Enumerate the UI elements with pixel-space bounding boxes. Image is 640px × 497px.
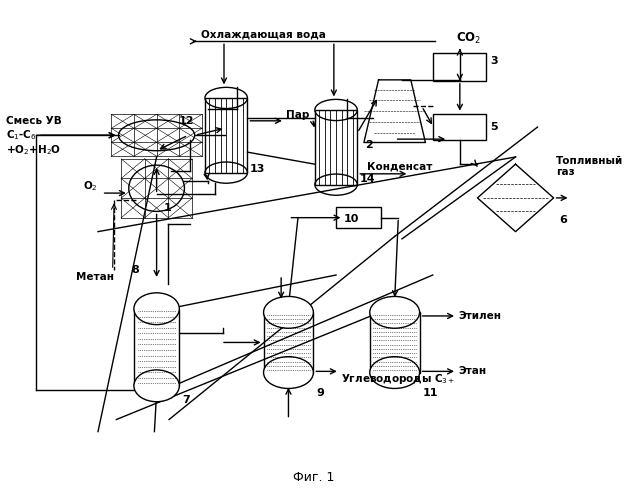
Text: 6: 6 xyxy=(559,215,567,225)
Bar xyxy=(264,312,314,373)
Text: 11: 11 xyxy=(422,388,438,398)
Ellipse shape xyxy=(134,370,179,402)
Text: С$_1$-С$_6$: С$_1$-С$_6$ xyxy=(6,128,37,142)
Ellipse shape xyxy=(370,296,420,328)
Polygon shape xyxy=(364,80,426,143)
Bar xyxy=(433,114,486,140)
Polygon shape xyxy=(477,164,554,232)
Text: 8: 8 xyxy=(131,265,139,275)
Bar xyxy=(336,207,381,228)
Text: 12: 12 xyxy=(179,116,194,126)
Text: 1: 1 xyxy=(164,203,172,213)
Bar xyxy=(433,53,486,81)
Bar xyxy=(315,110,357,185)
Ellipse shape xyxy=(370,357,420,389)
Text: 10: 10 xyxy=(344,214,359,224)
Text: Охлаждающая вода: Охлаждающая вода xyxy=(200,29,325,39)
Ellipse shape xyxy=(134,293,179,325)
Ellipse shape xyxy=(264,296,314,328)
Text: Фиг. 1: Фиг. 1 xyxy=(293,471,335,484)
Bar xyxy=(134,309,179,386)
Text: Метан: Метан xyxy=(76,272,114,282)
Text: 14: 14 xyxy=(360,173,375,183)
Text: Углеводороды С$_{3+}$: Углеводороды С$_{3+}$ xyxy=(341,372,456,386)
Text: 2: 2 xyxy=(365,140,373,150)
Text: 7: 7 xyxy=(182,395,190,405)
Text: О$_2$: О$_2$ xyxy=(83,179,98,193)
Text: Этилен: Этилен xyxy=(458,311,501,321)
Text: Топливный
газ: Топливный газ xyxy=(556,156,623,177)
Text: 13: 13 xyxy=(250,164,265,174)
Text: Пар: Пар xyxy=(286,110,310,120)
Text: 5: 5 xyxy=(490,122,497,132)
Text: Смесь УВ: Смесь УВ xyxy=(6,116,62,126)
Text: 3: 3 xyxy=(490,56,497,66)
Text: Этан: Этан xyxy=(458,366,486,376)
Text: +О$_2$+Н$_2$О: +О$_2$+Н$_2$О xyxy=(6,143,61,157)
Text: Конденсат: Конденсат xyxy=(367,162,432,171)
Bar xyxy=(205,98,248,172)
Text: 9: 9 xyxy=(316,388,324,398)
Bar xyxy=(370,312,420,373)
Text: СО$_2$: СО$_2$ xyxy=(456,31,481,46)
Ellipse shape xyxy=(264,357,314,389)
